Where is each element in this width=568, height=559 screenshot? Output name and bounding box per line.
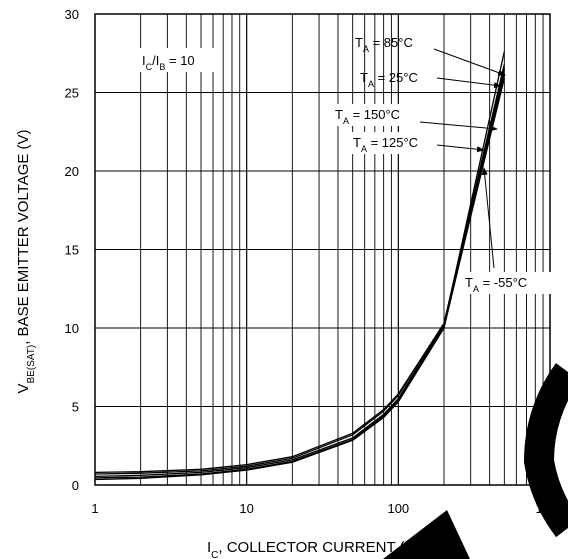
series-label-bg: [349, 132, 439, 154]
series-leader-0: [433, 48, 506, 76]
grid: [95, 14, 550, 485]
series-line-2: [94, 73, 505, 481]
series-label-2: TA = 150°C: [335, 107, 400, 126]
y-tick-label: 10: [65, 321, 79, 336]
condition-label: IC/IB = 10: [142, 53, 195, 72]
y-tick-label: 25: [65, 86, 79, 101]
series-leader-4: [481, 167, 495, 269]
series-label-4: TA = -55°C: [465, 275, 527, 294]
x-tick-label: 10: [239, 501, 253, 516]
condition-label-bg: [138, 48, 220, 72]
series-label-bg: [461, 272, 551, 294]
series-group: [94, 51, 505, 481]
y-tick-label: 15: [65, 243, 79, 258]
x-tick-label: 100: [387, 501, 409, 516]
series-label-1: TA = 25°C: [360, 70, 418, 89]
series-leader-3: [436, 144, 485, 153]
annotations: TA = 85°C TA = 25°C TA = 150°C TA = 125°C TA…: [331, 35, 551, 294]
y-tick-label: 5: [72, 400, 79, 415]
x-axis-title: IC, COLLECTOR CURRENT (mA): [207, 539, 432, 559]
series-line-3: [94, 78, 505, 479]
series-label-0: TA = 85°C: [355, 35, 413, 54]
series-label-3: TA = 125°C: [353, 135, 418, 154]
series-line-4: [94, 68, 505, 474]
series-line-1: [94, 64, 505, 475]
y-axis-title: VBE(SAT), BASE EMITTER VOLTAGE (V): [15, 129, 37, 393]
series-line-0: [94, 51, 505, 478]
series-label-bg: [331, 104, 421, 126]
series-leader-2: [419, 121, 498, 132]
y-tick-label: 20: [65, 164, 79, 179]
y-tick-label: 0: [72, 478, 79, 493]
x-tick-label: 1000: [536, 501, 565, 516]
plot-frame: [94, 13, 551, 486]
x-tick-label: 1: [91, 501, 98, 516]
y-tick-label: 30: [65, 7, 79, 22]
series-leader-1: [436, 77, 502, 89]
